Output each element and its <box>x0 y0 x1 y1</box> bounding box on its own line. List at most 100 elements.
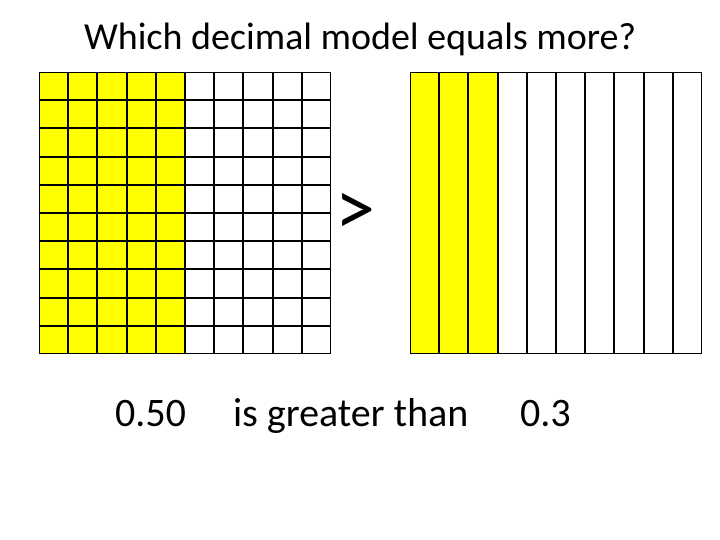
grid-cell <box>302 241 331 269</box>
grid-cell <box>214 72 243 100</box>
grid-cell <box>68 326 97 354</box>
grid-cell <box>156 72 185 100</box>
grid-cell <box>468 72 497 354</box>
grid-cell <box>185 269 214 297</box>
grid-cell <box>302 157 331 185</box>
page-title: Which decimal model equals more? <box>0 14 720 60</box>
grid-cell <box>214 128 243 156</box>
grid-cell <box>214 298 243 326</box>
grid-cell <box>97 157 126 185</box>
left-hundredths-grid <box>39 72 331 354</box>
grid-cell <box>273 298 302 326</box>
grid-cell <box>243 269 272 297</box>
grid-cell <box>243 185 272 213</box>
grid-cell <box>214 213 243 241</box>
grid-cell <box>410 72 439 354</box>
grid-cell <box>156 298 185 326</box>
grid-cell <box>273 72 302 100</box>
grid-cell <box>68 269 97 297</box>
grid-cell <box>185 185 214 213</box>
grid-cell <box>614 72 643 354</box>
grid-cell <box>68 100 97 128</box>
grid-cell <box>273 213 302 241</box>
grid-cell <box>127 213 156 241</box>
grid-cell <box>127 185 156 213</box>
grid-cell <box>39 269 68 297</box>
grid-cell <box>185 128 214 156</box>
grid-cell <box>39 72 68 100</box>
grid-cell <box>156 185 185 213</box>
grid-cell <box>302 185 331 213</box>
grid-cell <box>156 269 185 297</box>
grid-cell <box>273 128 302 156</box>
grid-cell <box>214 241 243 269</box>
grid-cell <box>39 326 68 354</box>
grid-cell <box>273 269 302 297</box>
grid-cell <box>127 72 156 100</box>
grid-cell <box>127 100 156 128</box>
grid-cell <box>243 213 272 241</box>
grid-cell <box>97 298 126 326</box>
grid-cell <box>97 213 126 241</box>
grid-cell <box>498 72 527 354</box>
grid-cell <box>556 72 585 354</box>
grid-cell <box>585 72 614 354</box>
grid-cell <box>68 128 97 156</box>
grid-cell <box>243 128 272 156</box>
grid-cell <box>127 241 156 269</box>
grid-cell <box>214 100 243 128</box>
grid-cell <box>156 241 185 269</box>
grid-cell <box>97 72 126 100</box>
grid-cell <box>68 213 97 241</box>
grid-cell <box>68 185 97 213</box>
grid-cell <box>97 185 126 213</box>
grid-cell <box>185 157 214 185</box>
grid-cell <box>302 269 331 297</box>
grid-cell <box>156 128 185 156</box>
grid-cell <box>273 326 302 354</box>
grid-cell <box>673 72 702 354</box>
grid-cell <box>97 326 126 354</box>
grid-cell <box>243 100 272 128</box>
grid-cell <box>243 157 272 185</box>
grid-cell <box>156 157 185 185</box>
grid-cell <box>39 241 68 269</box>
grid-cell <box>39 100 68 128</box>
grid-cell <box>302 326 331 354</box>
caption-right-value: 0.3 <box>520 388 571 437</box>
grid-cell <box>97 241 126 269</box>
caption-middle-text: is greater than <box>233 388 468 437</box>
grid-cell <box>185 100 214 128</box>
right-tenths-grid <box>410 72 702 354</box>
grid-cell <box>243 72 272 100</box>
grid-cell <box>185 213 214 241</box>
grid-cell <box>68 298 97 326</box>
grid-cell <box>127 298 156 326</box>
grid-cell <box>243 298 272 326</box>
grid-cell <box>156 326 185 354</box>
grid-cell <box>243 326 272 354</box>
grid-cell <box>302 100 331 128</box>
grid-cell <box>68 72 97 100</box>
comparison-symbol: > <box>335 160 375 257</box>
grid-cell <box>39 185 68 213</box>
grid-cell <box>273 100 302 128</box>
grid-cell <box>214 269 243 297</box>
grid-cell <box>302 128 331 156</box>
grid-cell <box>439 72 468 354</box>
grid-cell <box>127 326 156 354</box>
grid-cell <box>97 100 126 128</box>
grid-cell <box>127 128 156 156</box>
grid-cell <box>97 128 126 156</box>
grid-cell <box>185 298 214 326</box>
grid-cell <box>214 326 243 354</box>
grid-cell <box>68 157 97 185</box>
grid-cell <box>273 185 302 213</box>
grid-cell <box>39 128 68 156</box>
grid-cell <box>302 213 331 241</box>
grid-cell <box>644 72 673 354</box>
grid-cell <box>527 72 556 354</box>
grid-cell <box>302 298 331 326</box>
grid-cell <box>214 157 243 185</box>
grid-cell <box>39 298 68 326</box>
